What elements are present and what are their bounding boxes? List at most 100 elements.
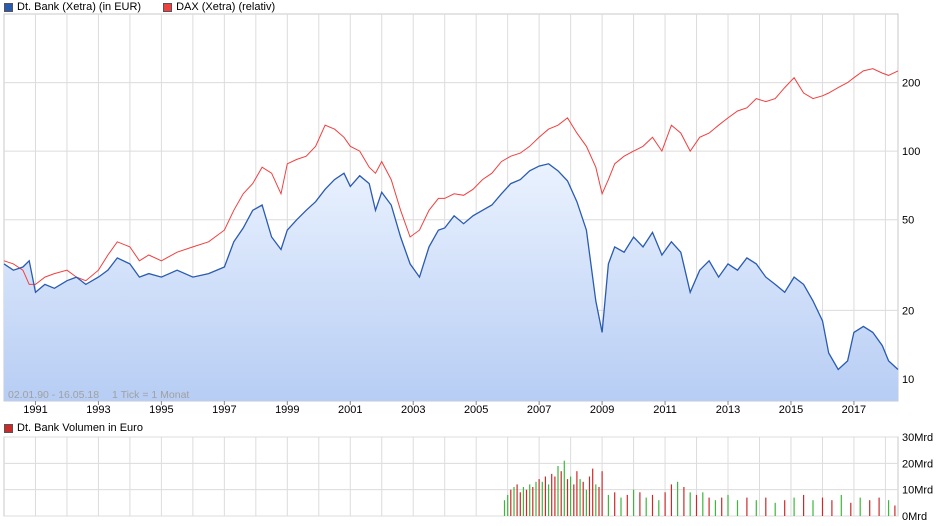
volume-bar [541, 481, 543, 516]
volume-bar [645, 497, 647, 516]
volume-bar [513, 487, 515, 516]
volume-bar [670, 484, 672, 516]
volume-bar [516, 484, 518, 516]
volume-bar [658, 500, 660, 516]
deutsche-bank-area [4, 163, 898, 401]
volume-bar [736, 500, 739, 516]
y-tick-label: 50 [902, 215, 914, 227]
volume-bar [598, 487, 600, 516]
volume-bar [554, 476, 556, 516]
volume-bars [503, 460, 896, 516]
volume-bar [588, 476, 591, 516]
tick-note-label: 1 Tick = 1 Monat [112, 389, 189, 401]
volume-bar [519, 492, 521, 516]
volume-axes: 0Mrd 10Mrd 20Mrd 30Mrd [902, 432, 933, 523]
volume-bar [535, 481, 537, 516]
legend-swatch-deutsche-bank [4, 2, 13, 12]
x-tick-label: 1999 [275, 404, 299, 416]
volume-bar [573, 484, 575, 516]
volume-bar [563, 460, 565, 516]
volume-bar [551, 473, 553, 516]
volume-bar [812, 500, 814, 516]
x-tick-label: 1995 [149, 404, 173, 416]
volume-bar [525, 489, 528, 516]
price-lines [3, 68, 899, 371]
volume-bar [503, 500, 506, 516]
x-tick-label: 2003 [401, 404, 425, 416]
x-tick-label: 2001 [338, 404, 362, 416]
x-tick-label: 2011 [653, 404, 677, 416]
volume-bar [620, 497, 622, 516]
volume-bar [840, 494, 842, 516]
volume-bar [651, 494, 654, 516]
volume-bar [633, 489, 635, 516]
legend-label-deutsche-bank: Dt. Bank (Xetra) (in EUR) [17, 1, 142, 13]
volume-bar [579, 479, 581, 516]
volume-bar [582, 481, 584, 516]
deutsche-bank-area-fill [4, 163, 898, 401]
x-tick-label: 1993 [86, 404, 110, 416]
price-axes: 1991 1993 1995 1997 1999 2001 2003 2005 2007 2009… [23, 78, 920, 416]
volume-y-tick-label: 0Mrd [902, 511, 927, 523]
volume-bar [727, 494, 729, 516]
volume-bar [507, 494, 509, 516]
x-tick-label: 2017 [842, 404, 866, 416]
volume-y-tick-label: 10Mrd [902, 485, 933, 497]
volume-bar [755, 500, 757, 516]
volume-bar [878, 497, 880, 516]
x-tick-label: 2013 [716, 404, 740, 416]
volume-bar [702, 492, 704, 516]
volume-y-tick-label: 20Mrd [902, 458, 933, 470]
volume-bar [677, 481, 679, 516]
volume-bar [746, 497, 748, 516]
volume-plot-frame [3, 436, 899, 517]
volume-bar [595, 484, 597, 516]
volume-bar [607, 494, 609, 516]
volume-bar [859, 497, 861, 516]
volume-grid [3, 436, 899, 517]
volume-bar [585, 489, 587, 516]
x-tick-label: 2007 [527, 404, 551, 416]
volume-y-tick-label: 30Mrd [902, 432, 933, 444]
y-tick-label: 10 [902, 374, 914, 386]
volume-bar [774, 502, 776, 516]
legend-label-dax: DAX (Xetra) (relativ) [176, 1, 276, 13]
y-tick-label: 100 [902, 146, 920, 158]
volume-bar [614, 492, 616, 516]
volume-bar [576, 471, 578, 516]
volume-bar [803, 494, 805, 516]
volume-bar [592, 468, 594, 516]
legend-swatch-dax [163, 2, 173, 12]
volume-bar [683, 487, 685, 516]
volume-bar [639, 492, 641, 516]
volume-bar [510, 489, 512, 516]
volume-bar [721, 497, 723, 516]
x-tick-label: 1997 [212, 404, 236, 416]
legend-swatch-volume [4, 423, 13, 433]
date-range-label: 02.01.90 - 16.05.18 [8, 389, 99, 401]
volume-bar [888, 500, 890, 516]
x-tick-label: 2015 [779, 404, 803, 416]
y-tick-label: 200 [902, 78, 920, 90]
volume-bar [821, 497, 824, 516]
volume-bar [695, 494, 698, 516]
x-tick-label: 2009 [590, 404, 614, 416]
volume-bar [831, 500, 833, 516]
x-tick-label: 1991 [23, 404, 47, 416]
volume-bar [560, 471, 562, 516]
volume-bar [570, 476, 572, 516]
volume-bar [714, 500, 716, 516]
volume-bar [793, 497, 795, 516]
volume-bar [664, 492, 666, 516]
dax-series-line [3, 68, 899, 285]
x-tick-label: 2005 [464, 404, 488, 416]
volume-bar [850, 502, 852, 516]
volume-bar [532, 487, 534, 516]
volume-bar [894, 505, 896, 516]
volume-bar [557, 466, 559, 516]
volume-bar [765, 497, 767, 516]
volume-bar [566, 479, 569, 516]
volume-bar [544, 476, 546, 516]
deutsche-bank-series-line [3, 163, 899, 371]
